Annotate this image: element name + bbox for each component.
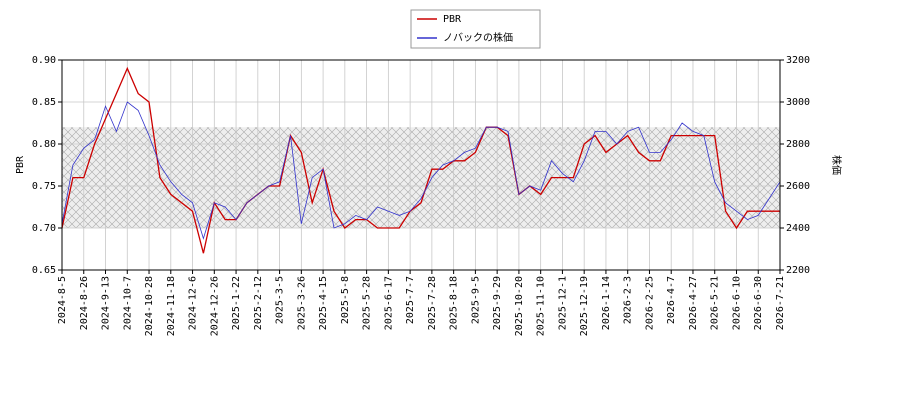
x-tick-label: 2025-1-22 xyxy=(231,276,242,330)
y2-tick-label: 2200 xyxy=(786,265,810,276)
legend-box xyxy=(410,9,541,49)
x-tick-label: 2025-12-1 xyxy=(557,276,568,330)
y-tick-label: 0.65 xyxy=(32,265,56,276)
x-tick-label: 2026-4-27 xyxy=(688,276,699,330)
y-axis-label: PBR xyxy=(15,155,26,174)
x-tick-label: 2024-8-26 xyxy=(79,276,90,330)
y2-tick-label: 3000 xyxy=(786,97,810,108)
legend-label: ノバックの株価 xyxy=(443,31,513,44)
y2-tick-label: 3200 xyxy=(786,55,810,66)
x-tick-label: 2025-6-17 xyxy=(383,276,394,330)
x-tick-label: 2025-10-20 xyxy=(514,276,525,336)
y2-tick-label: 2800 xyxy=(786,139,810,150)
x-tick-label: 2025-5-8 xyxy=(340,276,351,324)
x-tick-label: 2025-5-28 xyxy=(362,276,373,330)
x-tick-label: 2025-11-10 xyxy=(536,276,547,336)
y-tick-label: 0.75 xyxy=(32,181,56,192)
x-tick-label: 2026-4-7 xyxy=(666,276,677,324)
x-tick-label: 2025-2-12 xyxy=(253,276,264,330)
plot-frame xyxy=(61,59,781,271)
x-tick-label: 2024-8-5 xyxy=(57,276,68,324)
x-tick-label: 2025-4-15 xyxy=(318,276,329,330)
y-tick-label: 0.70 xyxy=(32,223,56,234)
x-tick-label: 2025-12-19 xyxy=(579,276,590,336)
x-tick-label: 2024-9-13 xyxy=(101,276,112,330)
series-line xyxy=(61,101,781,240)
y2-tick-label: 2600 xyxy=(786,181,810,192)
shaded-range xyxy=(62,127,780,228)
y2-tick-label: 2400 xyxy=(786,223,810,234)
x-tick-label: 2025-9-29 xyxy=(492,276,503,330)
x-tick-label: 2025-7-7 xyxy=(405,276,416,324)
legend: PBR ノバックの株価 xyxy=(410,9,541,49)
x-tick-label: 2025-3-5 xyxy=(275,276,286,324)
x-tick-label: 2024-12-6 xyxy=(188,276,199,330)
x-tick-label: 2025-9-5 xyxy=(470,276,481,324)
y-tick-label: 0.80 xyxy=(32,139,56,150)
x-tick-label: 2024-10-28 xyxy=(144,276,155,336)
series-line xyxy=(61,66,780,254)
y-tick-label: 0.85 xyxy=(32,97,56,108)
x-tick-label: 2024-11-18 xyxy=(166,276,177,336)
x-tick-label: 2026-7-21 xyxy=(775,276,786,330)
x-tick-label: 2024-12-26 xyxy=(209,276,220,336)
legend-label: PBR xyxy=(443,14,462,25)
x-tick-label: 2025-3-26 xyxy=(296,276,307,330)
x-tick-label: 2024-10-7 xyxy=(122,276,133,330)
x-tick-label: 2025-8-18 xyxy=(449,276,460,330)
y2-axis-label: 株価 xyxy=(830,155,843,175)
y-tick-label: 0.90 xyxy=(32,55,56,66)
x-tick-label: 2025-7-28 xyxy=(427,276,438,330)
x-tick-label: 2026-2-3 xyxy=(623,276,634,324)
x-tick-label: 2026-6-30 xyxy=(753,276,764,330)
x-tick-label: 2026-1-14 xyxy=(601,276,612,330)
x-tick-label: 2026-2-25 xyxy=(644,276,655,330)
x-tick-label: 2026-5-21 xyxy=(710,276,721,330)
x-tick-label: 2026-6-10 xyxy=(731,276,742,330)
